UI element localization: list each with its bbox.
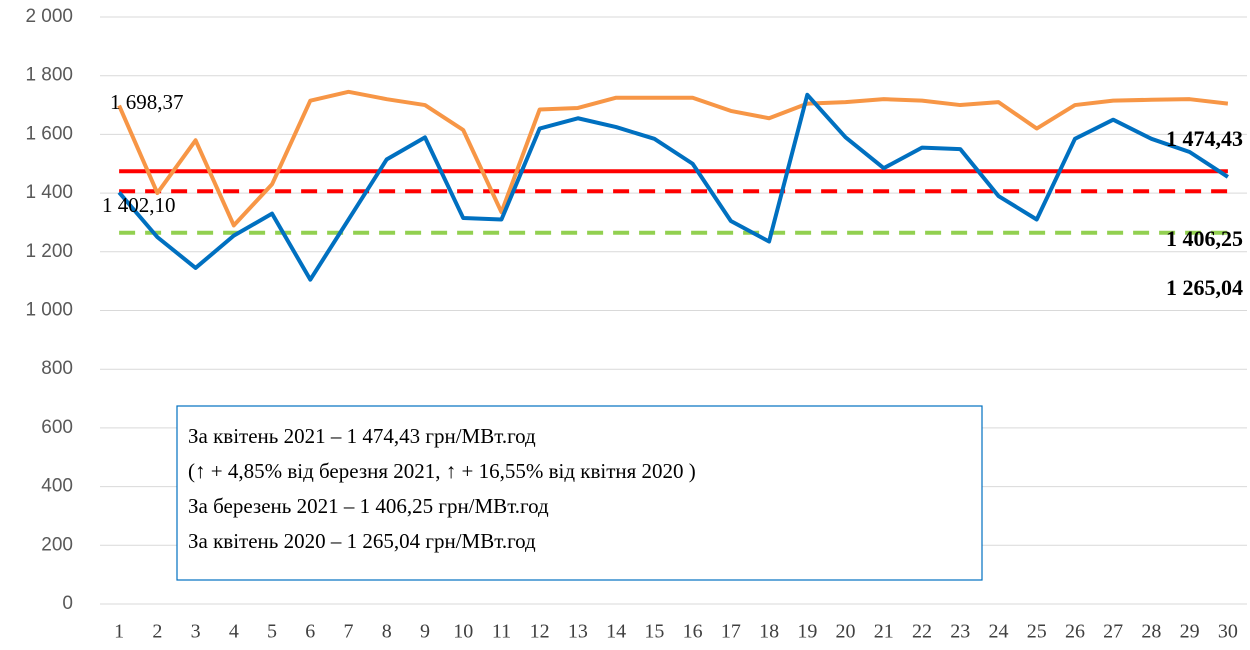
annotation-box [176,405,983,581]
annotation-line: За квітень 2021 – 1 474,43 грн/МВт.год [188,424,536,448]
y-tick-label: 200 [41,534,73,555]
x-tick-label: 29 [1180,621,1200,643]
y-tick-label: 400 [41,476,73,497]
y-tick-label: 0 [62,593,73,614]
y-tick-label: 600 [41,417,73,438]
x-tick-label: 14 [606,621,626,643]
x-tick-label: 3 [191,621,201,643]
annotation-line: За березень 2021 – 1 406,25 грн/МВт.год [188,494,549,518]
x-tick-label: 24 [988,621,1008,643]
x-tick-label: 23 [950,621,970,643]
x-tick-label: 21 [874,621,894,643]
reference-label: 1 265,04 [1166,275,1243,300]
y-tick-label: 1 400 [25,182,73,203]
x-tick-label: 6 [305,621,315,643]
marks [117,89,1229,282]
x-tick-label: 25 [1027,621,1047,643]
data-label: 1 402,10 [102,193,176,217]
x-tick-label: 22 [912,621,932,643]
x-tick-label: 11 [492,621,511,643]
y-tick-label: 2 000 [25,6,73,27]
annotation-line: (↑ + 4,85% від березня 2021, ↑ + 16,55% … [188,459,696,483]
y-tick-label: 1 800 [25,65,73,86]
x-tick-label: 18 [759,621,779,643]
x-tick-label: 9 [420,621,430,643]
x-tick-label: 15 [644,621,664,643]
x-tick-label: 5 [267,621,277,643]
x-tick-label: 30 [1218,621,1238,643]
x-tick-label: 12 [530,621,550,643]
x-tick-label: 27 [1103,621,1123,643]
x-tick-label: 19 [797,621,817,643]
x-tick-label: 16 [683,621,703,643]
y-tick-label: 1 200 [25,241,73,262]
reference-label: 1 474,43 [1166,126,1243,151]
labels: 0 200 400 600 800 1 000 1 200 1 400 1 600 1 800 2 … [25,6,1243,643]
x-tick-label: 13 [568,621,588,643]
x-tick-label: 17 [721,621,741,643]
reference-label: 1 406,25 [1166,226,1243,251]
x-tick-label: 2 [152,621,162,643]
x-tick-label: 20 [836,621,856,643]
x-tick-label: 7 [344,621,354,643]
x-tick-label: 10 [453,621,473,643]
x-tick-label: 1 [114,621,124,643]
x-tick-label: 8 [382,621,392,643]
y-tick-label: 1 000 [25,300,73,321]
x-tick-label: 26 [1065,621,1085,643]
series-line [117,89,1229,228]
x-tick-label: 28 [1141,621,1161,643]
annotation-line: За квітень 2020 – 1 265,04 грн/МВт.год [188,529,536,553]
data-label: 1 698,37 [110,90,184,114]
y-tick-label: 1 600 [25,123,73,144]
series-line [117,92,1229,282]
x-tick-label: 4 [229,621,239,643]
y-tick-label: 800 [41,358,73,379]
